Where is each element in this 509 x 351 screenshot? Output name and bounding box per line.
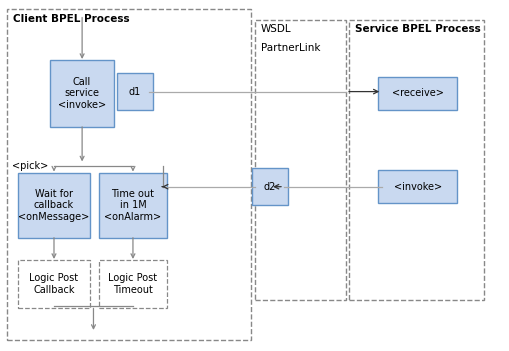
Text: WSDL: WSDL	[261, 24, 291, 34]
Text: PartnerLink: PartnerLink	[261, 43, 320, 53]
FancyBboxPatch shape	[378, 77, 458, 110]
Text: Service BPEL Process: Service BPEL Process	[355, 24, 480, 34]
Text: <receive>: <receive>	[392, 88, 444, 98]
Text: <invoke>: <invoke>	[393, 182, 442, 192]
Text: Wait for
callback
<onMessage>: Wait for callback <onMessage>	[18, 188, 90, 222]
Text: Logic Post
Timeout: Logic Post Timeout	[108, 273, 157, 295]
FancyBboxPatch shape	[378, 170, 458, 204]
Text: d1: d1	[129, 87, 141, 97]
FancyBboxPatch shape	[251, 168, 288, 205]
FancyBboxPatch shape	[99, 173, 166, 238]
Text: <pick>: <pick>	[12, 161, 48, 171]
FancyBboxPatch shape	[50, 60, 115, 127]
FancyBboxPatch shape	[18, 173, 90, 238]
Text: d2: d2	[264, 182, 276, 192]
FancyBboxPatch shape	[117, 73, 153, 110]
Text: Call
service
<invoke>: Call service <invoke>	[58, 77, 106, 110]
Text: Logic Post
Callback: Logic Post Callback	[30, 273, 78, 295]
Text: Client BPEL Process: Client BPEL Process	[13, 14, 129, 24]
Text: Time out
in 1M
<onAlarm>: Time out in 1M <onAlarm>	[104, 188, 161, 222]
